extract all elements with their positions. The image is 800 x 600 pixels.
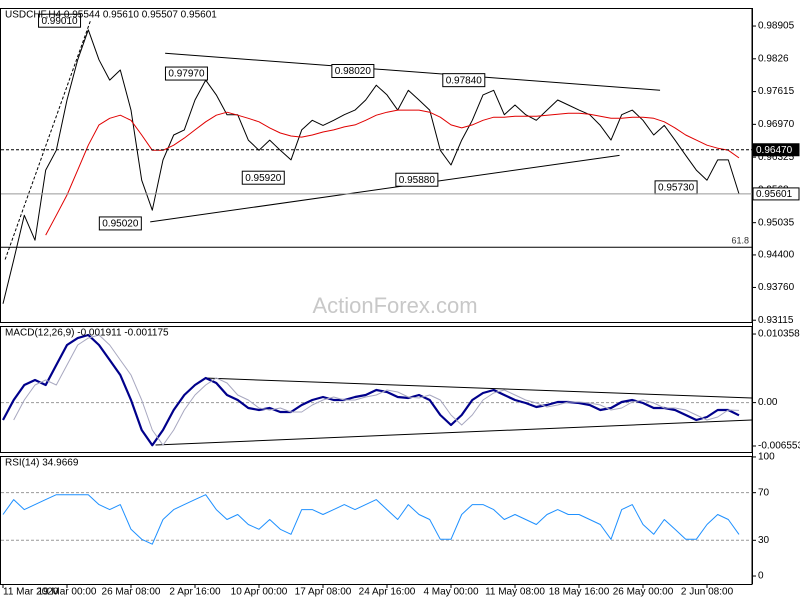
level-label: 0.96470 [756, 145, 793, 156]
y-tick-label: 0.96325 [758, 152, 795, 163]
x-tick-label: 26 May 00:00 [613, 587, 674, 598]
y-tick-label: 30 [758, 535, 770, 546]
x-tick-label: 11 Mar 2020 [3, 587, 59, 598]
x-tick-label: 24 Apr 16:00 [359, 587, 416, 598]
price-box [395, 172, 439, 187]
series-line [2, 333, 740, 447]
trendline [150, 154, 620, 223]
panel-title: RSI(14) 34.9669 [5, 458, 79, 469]
price-box [38, 13, 82, 28]
y-tick-label: 0.010358 [758, 329, 800, 340]
x-tick-label: 2 Jun 08:00 [681, 587, 734, 598]
price-box [442, 73, 486, 88]
watermark: ActionForex.com [312, 293, 477, 318]
y-tick-label: 0.00 [758, 397, 778, 408]
price-box [164, 66, 208, 81]
x-tick-label: 18 May 16:00 [549, 587, 610, 598]
y-tick-label: 0.96970 [758, 119, 795, 130]
x-tick-label: 2 Apr 16:00 [169, 587, 221, 598]
y-tick-label: 0 [758, 571, 764, 582]
price-box [241, 170, 285, 185]
trendline [4, 20, 91, 260]
trendline [155, 419, 752, 446]
trendline [165, 52, 661, 91]
x-tick-label: 10 Apr 00:00 [231, 587, 288, 598]
y-tick-label: 0.95035 [758, 217, 795, 228]
y-tick-label: 0.98905 [758, 21, 795, 32]
price-box-label: 0.97840 [446, 75, 483, 86]
y-tick-label: -0.006553 [758, 441, 800, 452]
price-box-label: 0.95020 [102, 219, 139, 230]
x-tick-label: 4 May 00:00 [423, 587, 478, 598]
price-box-label: 0.95920 [245, 173, 282, 184]
price-box-label: 0.98020 [335, 66, 372, 77]
fib-label: 61.8 [731, 236, 749, 246]
series-line [2, 494, 740, 545]
price-box-label: 0.97970 [168, 69, 205, 80]
y-tick-label: 0.94400 [758, 250, 795, 261]
y-tick-label: 0.9826 [758, 53, 789, 64]
price-box [98, 216, 142, 231]
panel-title: MACD(12,26,9) -0.001911 -0.001175 [5, 328, 169, 339]
series-line [13, 334, 740, 446]
price-box-label: 0.99010 [41, 16, 78, 27]
price-box-label: 0.95730 [658, 182, 695, 193]
y-tick-label: 100 [758, 452, 775, 463]
x-tick-label: 17 Apr 08:00 [295, 587, 352, 598]
price-box [331, 64, 375, 79]
x-tick-label: 11 May 08:00 [485, 587, 545, 598]
y-tick-label: 0.97615 [758, 86, 795, 97]
series-line [2, 29, 740, 304]
x-tick-label: 19 Mar 00:00 [38, 587, 97, 598]
x-tick-label: 26 Mar 08:00 [102, 587, 161, 598]
panel-title: USDCHF,H4 0.95544 0.95610 0.95507 0.9560… [5, 10, 217, 21]
trendline [204, 377, 752, 399]
y-tick-label: 70 [758, 487, 770, 498]
y-tick-label: 0.93115 [758, 315, 794, 326]
level-label: 0.95601 [756, 189, 793, 200]
series-line [45, 109, 740, 236]
y-tick-label: 0.93760 [758, 282, 795, 293]
price-box-label: 0.95880 [399, 175, 436, 186]
